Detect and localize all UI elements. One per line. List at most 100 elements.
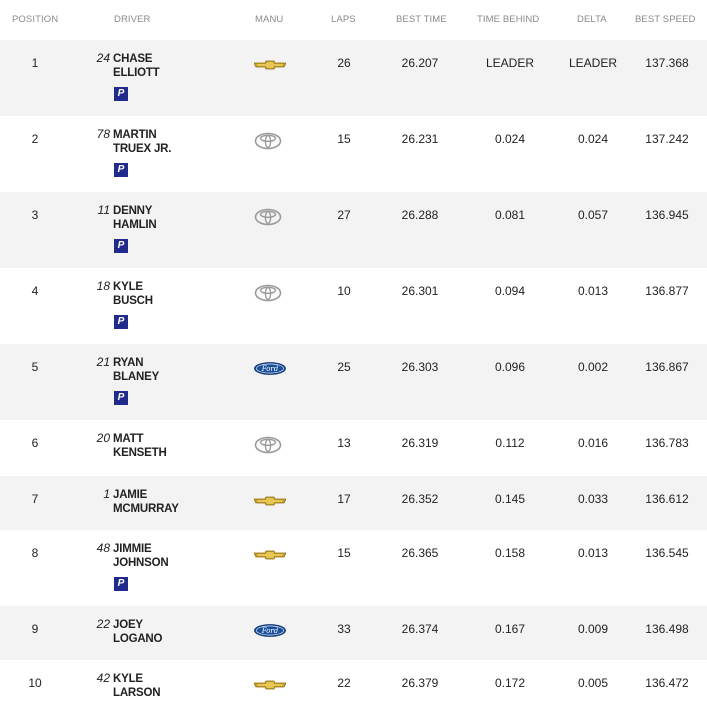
header-best-speed[interactable]: BEST SPEED <box>635 14 696 25</box>
time-behind-cell: 0.167 <box>494 622 526 636</box>
car-number: 78 <box>96 127 110 141</box>
best-time-cell: 26.231 <box>401 132 439 146</box>
chevrolet-logo-icon <box>254 680 294 690</box>
chevrolet-logo-icon <box>254 550 294 560</box>
driver-name[interactable]: CHASE ELLIOTT <box>113 52 160 80</box>
best-time-cell: 26.319 <box>401 436 439 450</box>
table-row[interactable]: 2 15 26.231 0.024 0.024 137.242 78 MARTIN TRUEX … <box>0 116 707 192</box>
table-row[interactable]: 3 27 26.288 0.081 0.057 136.945 11 DENNY HAMLIN P <box>0 192 707 268</box>
laps-cell: 15 <box>337 132 351 146</box>
laps-cell: 13 <box>337 436 351 450</box>
header-best-time[interactable]: BEST TIME <box>396 14 447 25</box>
playoff-badge-icon: P <box>114 315 128 329</box>
position-cell: 8 <box>31 546 39 560</box>
header-position[interactable]: POSITION <box>12 14 59 25</box>
laps-cell: 25 <box>337 360 351 374</box>
table-row[interactable]: 4 10 26.301 0.094 0.013 136.877 18 KYLE BUSCH P <box>0 268 707 344</box>
driver-name[interactable]: MARTIN TRUEX JR. <box>113 128 171 156</box>
driver-name[interactable]: JAMIE MCMURRAY <box>113 488 179 516</box>
driver-last-name: HAMLIN <box>113 219 157 231</box>
toyota-logo-icon <box>254 132 294 150</box>
best-time-cell: 26.365 <box>401 546 439 560</box>
driver-name[interactable]: KYLE LARSON <box>113 672 161 700</box>
playoff-badge-icon: P <box>114 391 128 405</box>
driver-first-name: RYAN <box>113 357 144 369</box>
playoff-badge-icon: P <box>114 239 128 253</box>
position-cell: 2 <box>31 132 39 146</box>
playoff-badge-icon: P <box>114 87 128 101</box>
driver-name[interactable]: DENNY HAMLIN <box>113 204 157 232</box>
car-number: 48 <box>96 541 110 555</box>
best-speed-cell: 136.877 <box>645 284 689 298</box>
laps-cell: 22 <box>337 676 351 690</box>
table-row[interactable]: 10 22 26.379 0.172 0.005 136.472 42 KYLE LARSON <box>0 660 707 703</box>
header-driver[interactable]: DRIVER <box>114 14 151 25</box>
position-cell: 5 <box>31 360 39 374</box>
car-number: 42 <box>96 671 110 685</box>
time-behind-cell: 0.172 <box>494 676 526 690</box>
best-time-cell: 26.288 <box>401 208 439 222</box>
header-laps[interactable]: LAPS <box>331 14 356 25</box>
car-number: 24 <box>96 51 110 65</box>
driver-last-name: MCMURRAY <box>113 503 179 515</box>
driver-last-name: BLANEY <box>113 371 160 383</box>
delta-cell: 0.005 <box>577 676 609 690</box>
position-cell: 1 <box>31 56 39 70</box>
position-cell: 6 <box>31 436 39 450</box>
driver-first-name: JAMIE <box>113 489 148 501</box>
table-row[interactable]: 5 25 26.303 0.096 0.002 136.867 21 RYAN BLANEY Fo… <box>0 344 707 420</box>
time-behind-cell: 0.158 <box>494 546 526 560</box>
laps-cell: 10 <box>337 284 351 298</box>
table-row[interactable]: 6 13 26.319 0.112 0.016 136.783 20 MATT KENSETH <box>0 420 707 476</box>
best-speed-cell: 136.783 <box>645 436 689 450</box>
best-speed-cell: 136.498 <box>645 622 689 636</box>
position-cell: 7 <box>31 492 39 506</box>
table-row[interactable]: 7 17 26.352 0.145 0.033 136.612 1 JAMIE MCMURRAY <box>0 476 707 530</box>
car-number: 11 <box>97 203 110 217</box>
laps-cell: 15 <box>337 546 351 560</box>
delta-cell: 0.002 <box>577 360 609 374</box>
driver-name[interactable]: JOEY LOGANO <box>113 618 162 646</box>
driver-name[interactable]: MATT KENSETH <box>113 432 167 460</box>
laps-cell: 33 <box>337 622 351 636</box>
delta-cell: 0.016 <box>577 436 609 450</box>
header-time-behind[interactable]: TIME BEHIND <box>477 14 540 25</box>
position-cell: 3 <box>31 208 39 222</box>
car-number: 20 <box>96 431 110 445</box>
driver-last-name: LARSON <box>113 687 161 699</box>
time-behind-cell: 0.094 <box>494 284 526 298</box>
driver-name[interactable]: RYAN BLANEY <box>113 356 159 384</box>
laps-cell: 26 <box>337 56 351 70</box>
best-time-cell: 26.374 <box>401 622 439 636</box>
svg-text:Ford: Ford <box>261 627 279 635</box>
best-time-cell: 26.301 <box>401 284 439 298</box>
position-cell: 9 <box>31 622 39 636</box>
delta-cell: LEADER <box>568 56 618 70</box>
driver-first-name: MATT <box>113 433 144 445</box>
header-manu[interactable]: MANU <box>255 14 284 25</box>
driver-first-name: JIMMIE <box>113 543 152 555</box>
laps-cell: 17 <box>337 492 351 506</box>
table-header: POSITION DRIVER MANU LAPS BEST TIME TIME… <box>0 0 707 40</box>
chevrolet-logo-icon <box>254 496 294 506</box>
car-number: 1 <box>103 487 110 501</box>
driver-first-name: DENNY <box>113 205 153 217</box>
header-delta[interactable]: DELTA <box>577 14 607 25</box>
driver-name[interactable]: KYLE BUSCH <box>113 280 153 308</box>
table-row[interactable]: 1 26 26.207 LEADER LEADER 137.368 24 CHASE ELLIO… <box>0 40 707 116</box>
car-number: 18 <box>96 279 110 293</box>
driver-first-name: KYLE <box>113 281 143 293</box>
ford-logo-icon: Ford <box>254 624 294 637</box>
playoff-badge-icon: P <box>114 577 128 591</box>
delta-cell: 0.024 <box>577 132 609 146</box>
driver-last-name: LOGANO <box>113 633 163 645</box>
delta-cell: 0.013 <box>577 546 609 560</box>
driver-name[interactable]: JIMMIE JOHNSON <box>113 542 169 570</box>
car-number: 22 <box>96 617 110 631</box>
table-row[interactable]: 9 33 26.374 0.167 0.009 136.498 22 JOEY LOGANO Fo… <box>0 606 707 660</box>
delta-cell: 0.057 <box>577 208 609 222</box>
best-speed-cell: 136.867 <box>645 360 689 374</box>
driver-first-name: MARTIN <box>113 129 157 141</box>
table-row[interactable]: 8 15 26.365 0.158 0.013 136.545 48 JIMMIE JOHNSO… <box>0 530 707 606</box>
